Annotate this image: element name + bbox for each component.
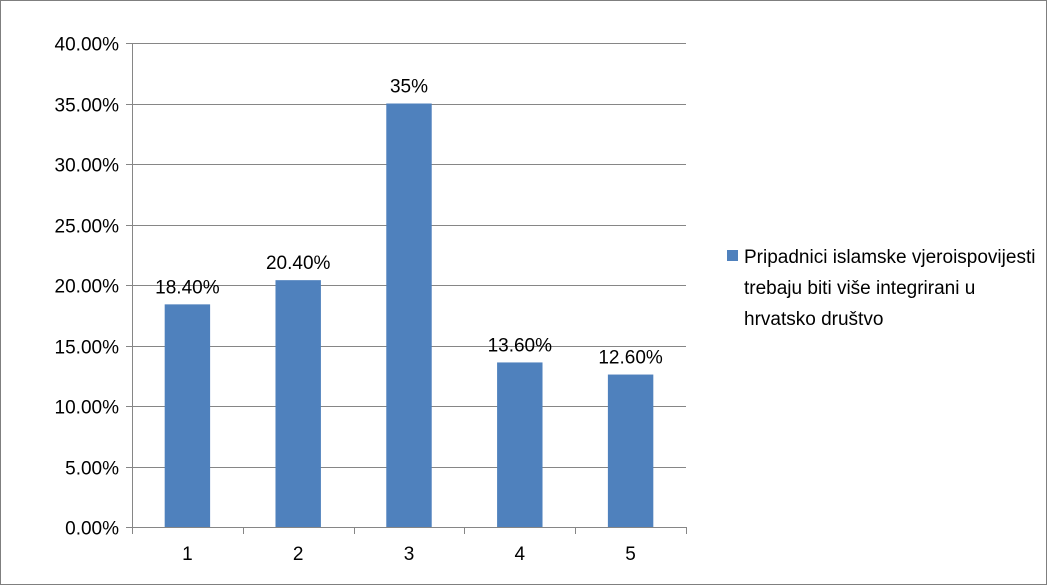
bar bbox=[497, 362, 543, 527]
data-label: 13.60% bbox=[488, 335, 553, 356]
y-tick-label: 40.00% bbox=[55, 35, 120, 56]
y-tick-label: 0.00% bbox=[65, 519, 119, 540]
bar bbox=[275, 280, 321, 527]
y-tick-label: 35.00% bbox=[55, 96, 120, 117]
legend-swatch bbox=[727, 250, 738, 261]
axes bbox=[132, 43, 687, 534]
y-axis-tick-labels: 0.00% 5.00% 10.00% 15.00% 20.00% 25.00% 30.00%… bbox=[55, 35, 120, 540]
x-tick-label: 2 bbox=[293, 544, 304, 565]
data-label: 18.40% bbox=[155, 277, 220, 298]
bars bbox=[164, 103, 654, 527]
legend: Pripadnici islamske vjeroispovijesti tre… bbox=[727, 243, 1047, 335]
y-tick-label: 25.00% bbox=[55, 217, 120, 238]
data-label: 12.60% bbox=[598, 348, 663, 369]
x-tick-label: 3 bbox=[404, 544, 415, 565]
y-tick-label: 5.00% bbox=[65, 459, 119, 480]
bar bbox=[386, 103, 432, 527]
y-tick-label: 20.00% bbox=[55, 277, 120, 298]
bar bbox=[607, 374, 654, 527]
data-labels: 18.40% 20.40% 35% 13.60% 12.60% bbox=[155, 77, 663, 369]
x-tick-label: 1 bbox=[182, 544, 193, 565]
y-tick-label: 15.00% bbox=[55, 338, 120, 359]
x-tick-label: 5 bbox=[625, 544, 636, 565]
y-tick-label: 30.00% bbox=[55, 156, 120, 177]
y-tick-label: 10.00% bbox=[55, 398, 120, 419]
data-label: 35% bbox=[390, 77, 428, 98]
x-axis-tick-labels: 1 2 3 4 5 bbox=[182, 544, 636, 565]
bar bbox=[164, 304, 211, 527]
x-tick-label: 4 bbox=[515, 544, 526, 565]
data-label: 20.40% bbox=[266, 253, 331, 274]
legend-label: Pripadnici islamske vjeroispovijesti tre… bbox=[744, 247, 1036, 330]
